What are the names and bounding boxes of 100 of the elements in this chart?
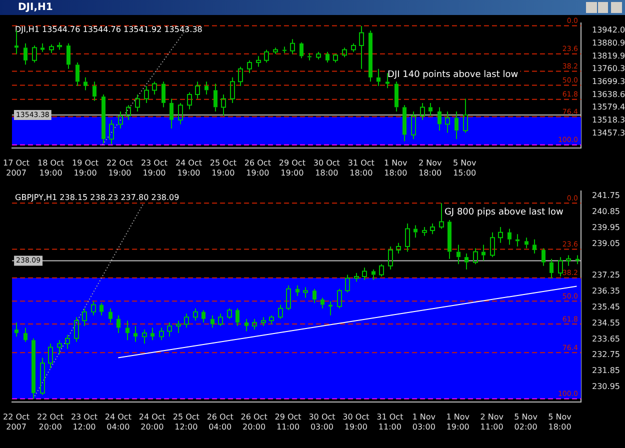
candlestick xyxy=(508,228,512,246)
annotation: DJI,H1 13544.76 13544.76 13541.92 13543.38 xyxy=(14,24,202,34)
x-tick-label: 25 Oct 12:00 xyxy=(172,412,200,432)
candlestick xyxy=(152,81,157,95)
y-tick-label: 13638.6 xyxy=(592,90,625,99)
candlestick xyxy=(134,325,138,342)
candlestick xyxy=(482,244,486,262)
chart-title: DJI,H1 xyxy=(18,2,53,13)
x-tick-label: 31 Oct 18:00 xyxy=(348,158,374,178)
y-tick-label: 233.65 xyxy=(592,334,620,344)
candlestick xyxy=(312,288,316,304)
x-tick-label: 22 Oct 20:00 xyxy=(36,412,64,432)
x-tick-label: 24 Oct 04:00 xyxy=(104,412,132,432)
x-tick-label: 5 Nov 02:00 xyxy=(514,412,538,432)
candlestick xyxy=(454,110,458,140)
y-tick-label: 239.95 xyxy=(592,222,620,232)
candlestick xyxy=(376,68,380,86)
candlestick xyxy=(308,52,312,61)
x-tick-label: 24 Oct 19:00 xyxy=(175,158,202,178)
candlestick xyxy=(236,308,240,326)
y-tick-label: 235.45 xyxy=(592,302,620,312)
annotation: GBPJPY,H1 238.15 238.23 237.80 238.09 xyxy=(15,192,180,202)
candlestick xyxy=(456,244,460,265)
candlestick xyxy=(566,254,571,266)
candlestick xyxy=(142,329,147,344)
x-tick-label: 29 Oct 11:00 xyxy=(274,412,302,432)
candlestick xyxy=(24,327,28,342)
candlestick xyxy=(176,320,181,334)
candlestick xyxy=(464,253,468,270)
candlestick xyxy=(445,110,450,134)
x-tick-label: 31 Oct 11:00 xyxy=(376,412,404,432)
x-tick-label: 19 Oct 19:00 xyxy=(72,158,99,178)
candlestick xyxy=(184,313,189,328)
candlestick xyxy=(576,254,580,265)
candlestick xyxy=(550,258,554,279)
candlestick xyxy=(32,338,36,400)
candlestick xyxy=(498,226,503,244)
candlestick xyxy=(14,322,18,338)
candlestick xyxy=(91,300,96,316)
y-tick-label: 236.35 xyxy=(592,286,620,296)
x-tick-label: 30 Oct 19:00 xyxy=(342,412,370,432)
candlestick xyxy=(345,274,350,293)
candlestick xyxy=(40,42,44,52)
y-tick-label: 13942.0 xyxy=(592,25,625,34)
y-tick-label: 13819.9 xyxy=(592,51,625,60)
candlestick xyxy=(221,94,226,116)
candlestick xyxy=(109,119,114,145)
x-tick-label: 1 Nov 03:00 xyxy=(412,412,436,432)
x-tick-label: 23 Oct 12:00 xyxy=(70,412,98,432)
annotation: GJ 800 pips above last low xyxy=(444,208,564,218)
candlestick xyxy=(116,314,120,334)
x-tick-label: 26 Oct 04:00 xyxy=(206,412,234,432)
candlestick xyxy=(214,83,218,112)
candlestick xyxy=(359,25,364,70)
candlestick xyxy=(202,310,206,323)
y-tick-label: 237.25 xyxy=(592,270,620,280)
candlestick xyxy=(84,76,88,91)
candlestick xyxy=(394,81,398,112)
candlestick xyxy=(439,202,444,230)
y-tick-label: 13457.3 xyxy=(592,128,625,138)
candlestick xyxy=(66,42,70,70)
candlestick xyxy=(92,81,96,102)
y-tick-label: 230.95 xyxy=(592,382,620,392)
candlestick xyxy=(170,98,174,129)
x-tick-label: 2 Nov 18:00 xyxy=(418,158,442,178)
x-tick-label: 2 Nov 11:00 xyxy=(480,412,504,432)
candlestick xyxy=(542,248,546,266)
y-tick-label: 239.05 xyxy=(592,238,620,248)
candlestick xyxy=(463,98,468,134)
candlestick xyxy=(210,314,214,328)
x-tick-label: 25 Oct 19:00 xyxy=(210,158,236,178)
x-tick-label: 23 Oct 19:00 xyxy=(140,158,168,178)
x-tick-label: 30 Oct 03:00 xyxy=(308,412,336,432)
candlestick xyxy=(402,104,406,142)
candlestick xyxy=(326,51,330,64)
x-tick-label: 18 Oct 19:00 xyxy=(37,158,64,178)
x-tick-label: 17 Oct 2007 xyxy=(3,158,30,178)
candlestick xyxy=(82,308,87,326)
y-tick-label: 234.55 xyxy=(592,318,620,328)
y-tick-label: 232.75 xyxy=(592,350,620,360)
y-tick-label: 231.85 xyxy=(592,366,620,376)
y-tick-label: 241.75 xyxy=(592,191,620,200)
candlestick xyxy=(100,302,104,316)
candlestick xyxy=(162,81,166,108)
candlestick xyxy=(76,62,80,86)
candlestick xyxy=(57,340,62,355)
candlestick xyxy=(386,72,390,89)
candlestick xyxy=(102,94,106,144)
x-tick-label: 5 Nov 15:00 xyxy=(452,158,476,178)
candlestick xyxy=(296,284,300,296)
x-tick-label: 5 Nov 18:00 xyxy=(548,412,572,432)
candlestick xyxy=(368,30,372,82)
y-tick-label: 13699.3 xyxy=(592,76,625,86)
x-tick-label: 22 Oct 2007 xyxy=(3,412,30,432)
y-tick-label: 13760.3 xyxy=(592,64,625,73)
y-tick-label: 13880.9 xyxy=(592,38,625,48)
candlestick xyxy=(65,334,70,350)
candlestick xyxy=(282,46,286,54)
x-tick-label: 1 Nov 18:00 xyxy=(384,158,408,178)
candlestick xyxy=(244,318,248,332)
